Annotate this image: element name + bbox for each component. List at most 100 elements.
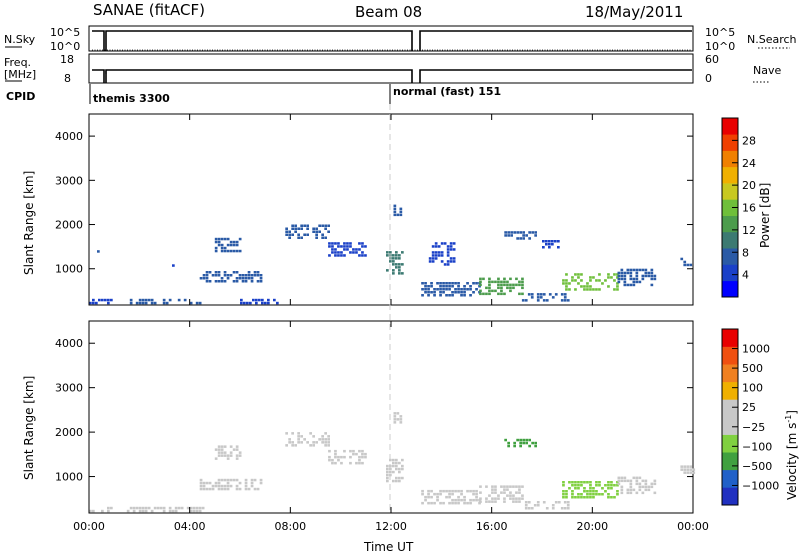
power-cell: [241, 274, 245, 277]
power-cell: [598, 288, 601, 291]
power-cell: [607, 276, 610, 279]
velocity-cell: [479, 497, 482, 500]
velocity-cell: [217, 445, 221, 448]
power-cell: [437, 254, 441, 257]
velocity-cell: [491, 500, 494, 503]
power-cell: [138, 301, 142, 305]
power-cell: [506, 280, 509, 284]
colorbar-swatch: [722, 134, 738, 151]
velocity-cell: [518, 500, 521, 503]
velocity-cell: [334, 449, 337, 453]
power-cell: [509, 277, 512, 281]
power-cell: [479, 289, 482, 293]
power-cell: [398, 257, 401, 260]
velocity-cell: [644, 485, 648, 489]
power-cell: [563, 299, 567, 302]
velocity-cell: [528, 438, 531, 442]
velocity-cell: [595, 493, 598, 496]
power-cell: [259, 280, 263, 283]
velocity-cell: [327, 435, 330, 438]
power-cell: [503, 277, 506, 281]
power-cell: [497, 286, 500, 290]
power-cell: [104, 298, 107, 302]
power-cell: [442, 285, 445, 288]
velocity-cell: [436, 492, 439, 496]
power-cell: [534, 234, 537, 237]
power-cell: [554, 293, 558, 296]
power-cell: [244, 280, 248, 283]
velocity-ytick-label: 1000: [55, 471, 83, 484]
velocity-cell: [616, 490, 619, 493]
cpid-label: CPID: [6, 90, 35, 103]
power-cell: [519, 237, 522, 240]
power-cell: [448, 288, 451, 291]
power-cell: [349, 251, 352, 254]
power-cell: [562, 282, 565, 285]
power-cell: [244, 277, 248, 280]
power-cell: [430, 291, 433, 294]
velocity-cell: [595, 481, 598, 484]
velocity-cell: [235, 484, 239, 488]
velocity-cell: [491, 497, 494, 500]
power-cell: [324, 224, 327, 227]
power-cell: [232, 249, 236, 253]
power-cell: [241, 280, 245, 283]
velocity-cell: [427, 492, 430, 496]
power-cell: [434, 251, 438, 254]
power-cell: [243, 301, 246, 305]
velocity-cell: [683, 468, 687, 471]
power-cell: [162, 301, 166, 305]
power-cell: [457, 282, 460, 285]
velocity-cell: [250, 481, 254, 485]
velocity-cell: [566, 501, 570, 504]
power-cell: [392, 263, 395, 266]
power-cell: [252, 298, 255, 302]
velocity-cell: [297, 438, 300, 441]
velocity-cell: [238, 454, 242, 457]
power-cell: [392, 260, 395, 263]
power-cell: [401, 263, 404, 266]
velocity-cell: [392, 461, 395, 465]
velocity-cell: [201, 506, 205, 510]
velocity-cell: [439, 492, 442, 496]
power-cell: [548, 293, 552, 296]
velocity-cell: [430, 501, 433, 505]
power-cell: [440, 251, 444, 254]
power-cell: [595, 279, 598, 282]
power-cell: [580, 279, 583, 282]
power-cell: [259, 277, 263, 280]
power-cell: [635, 268, 639, 272]
power-cell: [340, 254, 343, 257]
velocity-cell: [396, 412, 400, 415]
velocity-cell: [312, 441, 315, 444]
velocity-cell: [162, 509, 166, 513]
velocity-cell: [205, 481, 209, 485]
power-cell: [457, 285, 460, 288]
power-cell: [542, 246, 545, 249]
velocity-cell: [513, 441, 516, 445]
nsky-label: N.Sky: [4, 33, 36, 46]
velocity-cell: [617, 482, 621, 486]
velocity-cell: [386, 470, 389, 474]
velocity-cell: [297, 441, 300, 444]
power-ylabel: Slant Range [km]: [22, 171, 36, 275]
power-cell: [620, 271, 624, 275]
velocity-cell: [171, 509, 175, 513]
power-cell: [249, 301, 252, 305]
power-cell: [598, 273, 601, 276]
velocity-cell: [500, 491, 503, 494]
power-cell: [452, 260, 456, 263]
velocity-cell: [485, 500, 488, 503]
velocity-cell: [321, 441, 324, 444]
power-cell: [437, 245, 441, 248]
velocity-cell: [519, 444, 522, 448]
velocity-cell: [497, 494, 500, 497]
power-cell: [89, 301, 92, 305]
cpid-mode-2: normal (fast) 151: [393, 85, 501, 98]
velocity-cell: [235, 448, 239, 451]
power-cell: [577, 273, 580, 276]
velocity-cell: [220, 454, 224, 457]
power-cell: [205, 277, 209, 280]
velocity-cell: [607, 481, 610, 484]
power-cell: [392, 272, 395, 275]
